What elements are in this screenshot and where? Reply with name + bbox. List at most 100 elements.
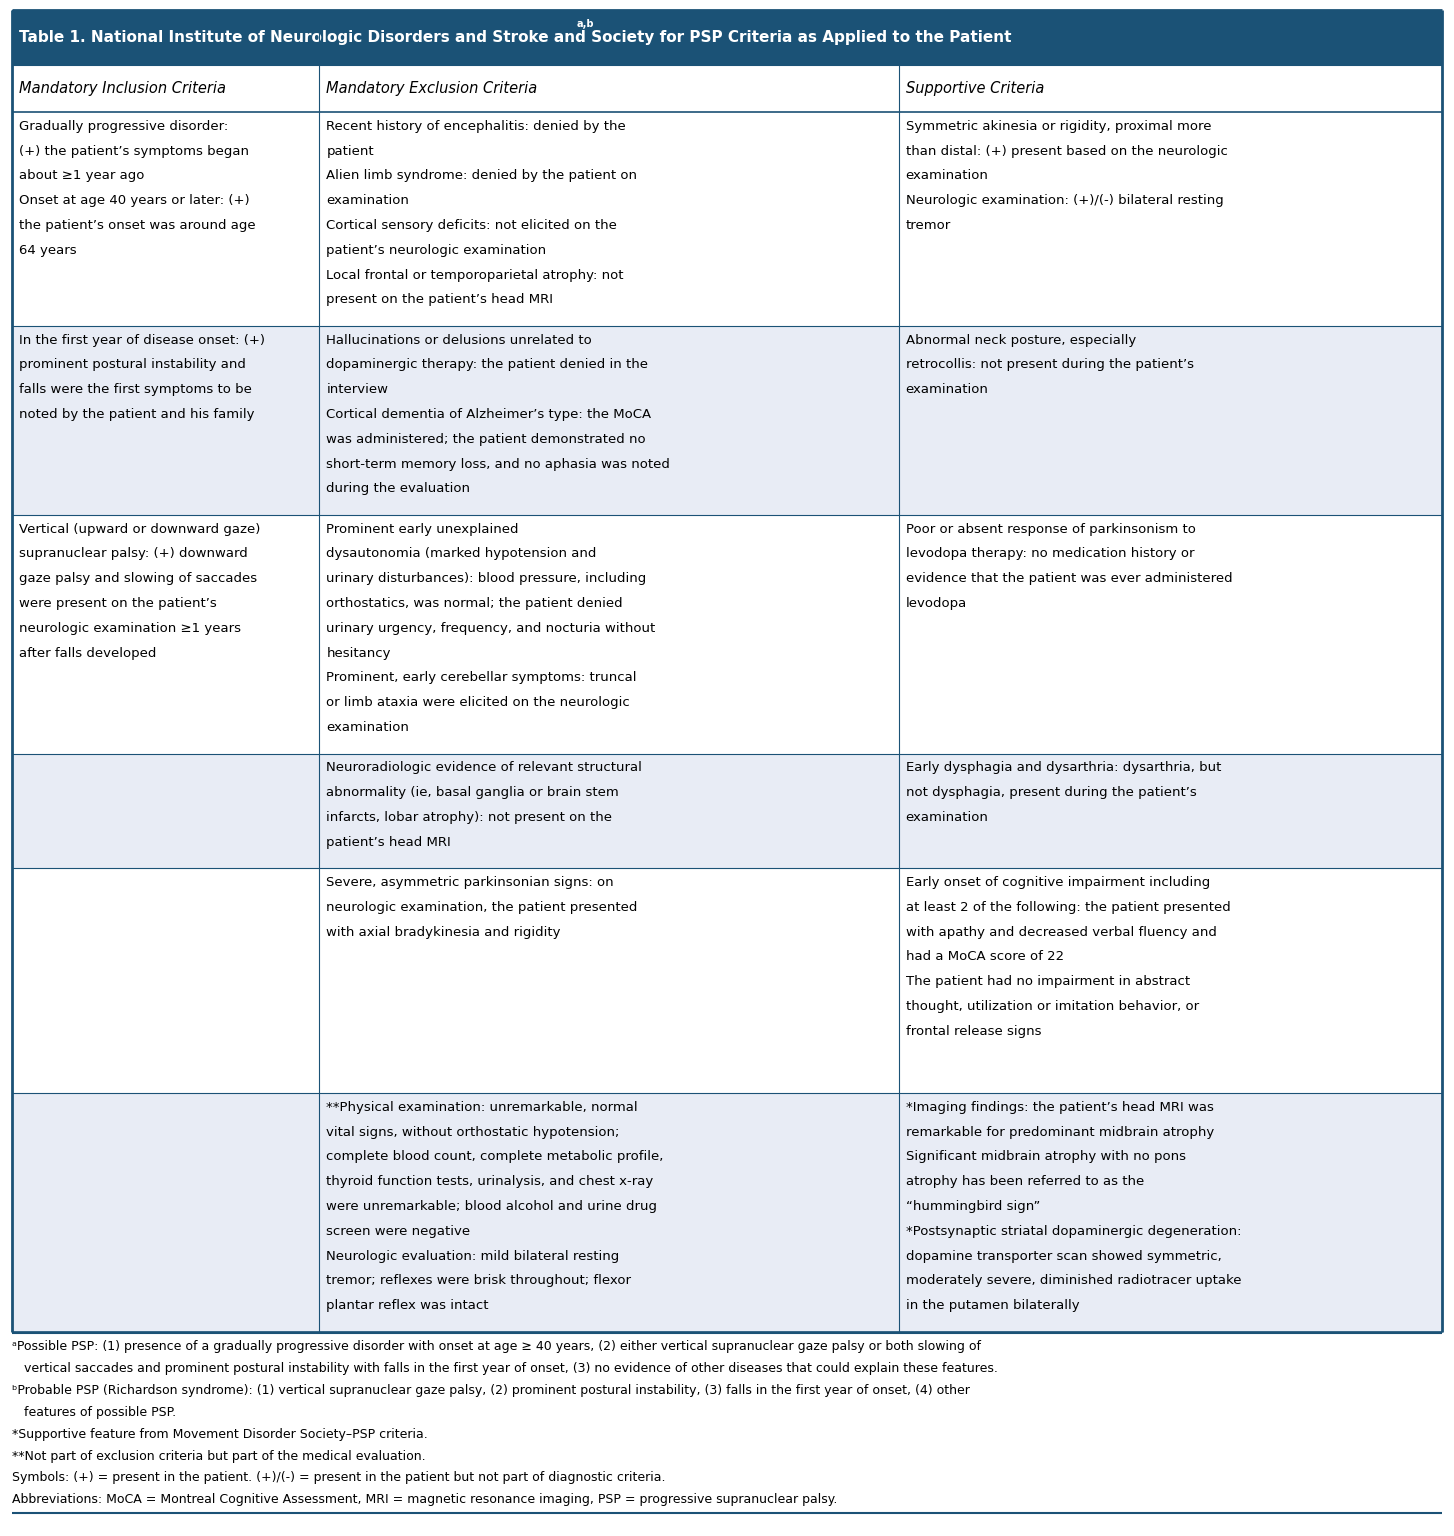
- Text: not dysphagia, present during the patient’s: not dysphagia, present during the patien…: [906, 786, 1197, 799]
- Text: Mandatory Inclusion Criteria: Mandatory Inclusion Criteria: [19, 81, 225, 97]
- Text: dopaminergic therapy: the patient denied in the: dopaminergic therapy: the patient denied…: [327, 358, 648, 372]
- Text: evidence that the patient was ever administered: evidence that the patient was ever admin…: [906, 573, 1232, 585]
- Text: Significant midbrain atrophy with no pons: Significant midbrain atrophy with no pon…: [906, 1150, 1185, 1163]
- Text: the patient’s onset was around age: the patient’s onset was around age: [19, 220, 256, 232]
- Text: *Postsynaptic striatal dopaminergic degeneration:: *Postsynaptic striatal dopaminergic dege…: [906, 1224, 1242, 1238]
- Text: The patient had no impairment in abstract: The patient had no impairment in abstrac…: [906, 975, 1189, 988]
- Text: were unremarkable; blood alcohol and urine drug: were unremarkable; blood alcohol and uri…: [327, 1200, 657, 1213]
- Text: about ≥1 year ago: about ≥1 year ago: [19, 169, 144, 183]
- Text: short-term memory loss, and no aphasia was noted: short-term memory loss, and no aphasia w…: [327, 458, 670, 470]
- Text: in the putamen bilaterally: in the putamen bilaterally: [906, 1299, 1079, 1312]
- Text: Prominent early unexplained: Prominent early unexplained: [327, 522, 519, 536]
- Text: at least 2 of the following: the patient presented: at least 2 of the following: the patient…: [906, 900, 1230, 914]
- Text: Supportive Criteria: Supportive Criteria: [906, 81, 1044, 97]
- Bar: [12, 112, 1442, 326]
- Bar: [12, 868, 1442, 1094]
- Text: moderately severe, diminished radiotracer uptake: moderately severe, diminished radiotrace…: [906, 1275, 1242, 1287]
- Text: during the evaluation: during the evaluation: [327, 482, 471, 496]
- Text: *Imaging findings: the patient’s head MRI was: *Imaging findings: the patient’s head MR…: [906, 1101, 1214, 1114]
- Bar: [12, 754, 1442, 868]
- Text: remarkable for predominant midbrain atrophy: remarkable for predominant midbrain atro…: [906, 1126, 1214, 1138]
- Text: Cortical dementia of Alzheimer’s type: the MoCA: Cortical dementia of Alzheimer’s type: t…: [327, 409, 651, 421]
- Text: In the first year of disease onset: (+): In the first year of disease onset: (+): [19, 333, 265, 347]
- Text: with axial bradykinesia and rigidity: with axial bradykinesia and rigidity: [327, 926, 561, 938]
- Text: had a MoCA score of 22: had a MoCA score of 22: [906, 951, 1064, 963]
- Text: features of possible PSP.: features of possible PSP.: [12, 1405, 176, 1419]
- Text: Local frontal or temporoparietal atrophy: not: Local frontal or temporoparietal atrophy…: [327, 269, 624, 281]
- Text: Table 1. National Institute of Neurologic Disorders and Stroke and Society for P: Table 1. National Institute of Neurologi…: [19, 31, 1012, 45]
- Text: dysautonomia (marked hypotension and: dysautonomia (marked hypotension and: [327, 547, 596, 561]
- Text: Early onset of cognitive impairment including: Early onset of cognitive impairment incl…: [906, 876, 1210, 889]
- Text: Abbreviations: MoCA = Montreal Cognitive Assessment, MRI = magnetic resonance im: Abbreviations: MoCA = Montreal Cognitive…: [12, 1493, 838, 1507]
- Text: urinary urgency, frequency, and nocturia without: urinary urgency, frequency, and nocturia…: [327, 622, 656, 634]
- Text: falls were the first symptoms to be: falls were the first symptoms to be: [19, 384, 252, 396]
- Text: Alien limb syndrome: denied by the patient on: Alien limb syndrome: denied by the patie…: [327, 169, 637, 183]
- Bar: [12, 515, 1442, 754]
- Text: examination: examination: [327, 720, 410, 734]
- Text: Poor or absent response of parkinsonism to: Poor or absent response of parkinsonism …: [906, 522, 1195, 536]
- Text: Recent history of encephalitis: denied by the: Recent history of encephalitis: denied b…: [327, 120, 627, 132]
- Text: levodopa: levodopa: [906, 598, 967, 610]
- Text: frontal release signs: frontal release signs: [906, 1025, 1041, 1038]
- Text: Neuroradiologic evidence of relevant structural: Neuroradiologic evidence of relevant str…: [327, 762, 643, 774]
- Text: or limb ataxia were elicited on the neurologic: or limb ataxia were elicited on the neur…: [327, 696, 630, 710]
- Text: hesitancy: hesitancy: [327, 647, 391, 659]
- Text: Prominent, early cerebellar symptoms: truncal: Prominent, early cerebellar symptoms: tr…: [327, 671, 637, 685]
- Text: interview: interview: [327, 384, 388, 396]
- Text: dopamine transporter scan showed symmetric,: dopamine transporter scan showed symmetr…: [906, 1250, 1221, 1263]
- Text: *Supportive feature from Movement Disorder Society–PSP criteria.: *Supportive feature from Movement Disord…: [12, 1427, 427, 1441]
- Text: Mandatory Exclusion Criteria: Mandatory Exclusion Criteria: [327, 81, 538, 97]
- Text: complete blood count, complete metabolic profile,: complete blood count, complete metabolic…: [327, 1150, 664, 1163]
- Text: Gradually progressive disorder:: Gradually progressive disorder:: [19, 120, 228, 132]
- Text: examination: examination: [906, 169, 989, 183]
- Text: atrophy has been referred to as the: atrophy has been referred to as the: [906, 1175, 1144, 1189]
- Text: ᵇProbable PSP (Richardson syndrome): (1) vertical supranuclear gaze palsy, (2) p: ᵇProbable PSP (Richardson syndrome): (1)…: [12, 1384, 970, 1396]
- Text: Neurologic examination: (+)/(-) bilateral resting: Neurologic examination: (+)/(-) bilatera…: [906, 194, 1223, 207]
- Text: Symmetric akinesia or rigidity, proximal more: Symmetric akinesia or rigidity, proximal…: [906, 120, 1211, 132]
- Text: thought, utilization or imitation behavior, or: thought, utilization or imitation behavi…: [906, 1000, 1198, 1012]
- Text: Abnormal neck posture, especially: Abnormal neck posture, especially: [906, 333, 1136, 347]
- Text: supranuclear palsy: (+) downward: supranuclear palsy: (+) downward: [19, 547, 247, 561]
- Text: abnormality (ie, basal ganglia or brain stem: abnormality (ie, basal ganglia or brain …: [327, 786, 619, 799]
- Text: noted by the patient and his family: noted by the patient and his family: [19, 409, 254, 421]
- Text: were present on the patient’s: were present on the patient’s: [19, 598, 217, 610]
- Text: examination: examination: [906, 811, 989, 823]
- Text: 64 years: 64 years: [19, 244, 77, 257]
- Text: was administered; the patient demonstrated no: was administered; the patient demonstrat…: [327, 433, 646, 445]
- Text: Cortical sensory deficits: not elicited on the: Cortical sensory deficits: not elicited …: [327, 220, 618, 232]
- Text: thyroid function tests, urinalysis, and chest x-ray: thyroid function tests, urinalysis, and …: [327, 1175, 654, 1189]
- Bar: [12, 11, 1442, 65]
- Text: a,b: a,b: [577, 20, 595, 29]
- Text: Onset at age 40 years or later: (+): Onset at age 40 years or later: (+): [19, 194, 250, 207]
- Text: tremor; reflexes were brisk throughout; flexor: tremor; reflexes were brisk throughout; …: [327, 1275, 631, 1287]
- Text: orthostatics, was normal; the patient denied: orthostatics, was normal; the patient de…: [327, 598, 624, 610]
- Text: (+) the patient’s symptoms began: (+) the patient’s symptoms began: [19, 144, 249, 158]
- Text: gaze palsy and slowing of saccades: gaze palsy and slowing of saccades: [19, 573, 257, 585]
- Text: Hallucinations or delusions unrelated to: Hallucinations or delusions unrelated to: [327, 333, 592, 347]
- Text: “hummingbird sign”: “hummingbird sign”: [906, 1200, 1040, 1213]
- Text: neurologic examination ≥1 years: neurologic examination ≥1 years: [19, 622, 241, 634]
- Text: ᵃPossible PSP: (1) presence of a gradually progressive disorder with onset at ag: ᵃPossible PSP: (1) presence of a gradual…: [12, 1341, 981, 1353]
- Text: urinary disturbances): blood pressure, including: urinary disturbances): blood pressure, i…: [327, 573, 647, 585]
- Text: plantar reflex was intact: plantar reflex was intact: [327, 1299, 489, 1312]
- Text: Symbols: (+) = present in the patient. (+)/(-) = present in the patient but not : Symbols: (+) = present in the patient. (…: [12, 1471, 666, 1484]
- Text: patient’s neurologic examination: patient’s neurologic examination: [327, 244, 547, 257]
- Text: Vertical (upward or downward gaze): Vertical (upward or downward gaze): [19, 522, 260, 536]
- Text: Severe, asymmetric parkinsonian signs: on: Severe, asymmetric parkinsonian signs: o…: [327, 876, 614, 889]
- Text: Neurologic evaluation: mild bilateral resting: Neurologic evaluation: mild bilateral re…: [327, 1250, 619, 1263]
- Bar: [12, 1094, 1442, 1332]
- Text: infarcts, lobar atrophy): not present on the: infarcts, lobar atrophy): not present on…: [327, 811, 612, 823]
- Text: **Not part of exclusion criteria but part of the medical evaluation.: **Not part of exclusion criteria but par…: [12, 1450, 426, 1462]
- Text: retrocollis: not present during the patient’s: retrocollis: not present during the pati…: [906, 358, 1194, 372]
- Text: vertical saccades and prominent postural instability with falls in the first yea: vertical saccades and prominent postural…: [12, 1362, 997, 1375]
- Text: Early dysphagia and dysarthria: dysarthria, but: Early dysphagia and dysarthria: dysarthr…: [906, 762, 1221, 774]
- Text: present on the patient’s head MRI: present on the patient’s head MRI: [327, 293, 554, 306]
- Text: tremor: tremor: [906, 220, 951, 232]
- Text: patient: patient: [327, 144, 374, 158]
- Text: patient’s head MRI: patient’s head MRI: [327, 836, 451, 849]
- Bar: [12, 326, 1442, 515]
- Text: examination: examination: [327, 194, 410, 207]
- Text: screen were negative: screen were negative: [327, 1224, 471, 1238]
- Text: **Physical examination: unremarkable, normal: **Physical examination: unremarkable, no…: [327, 1101, 638, 1114]
- Text: than distal: (+) present based on the neurologic: than distal: (+) present based on the ne…: [906, 144, 1227, 158]
